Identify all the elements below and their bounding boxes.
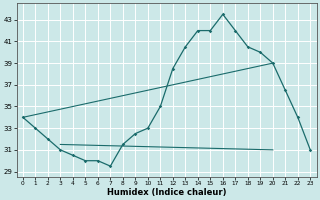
X-axis label: Humidex (Indice chaleur): Humidex (Indice chaleur) [107,188,226,197]
